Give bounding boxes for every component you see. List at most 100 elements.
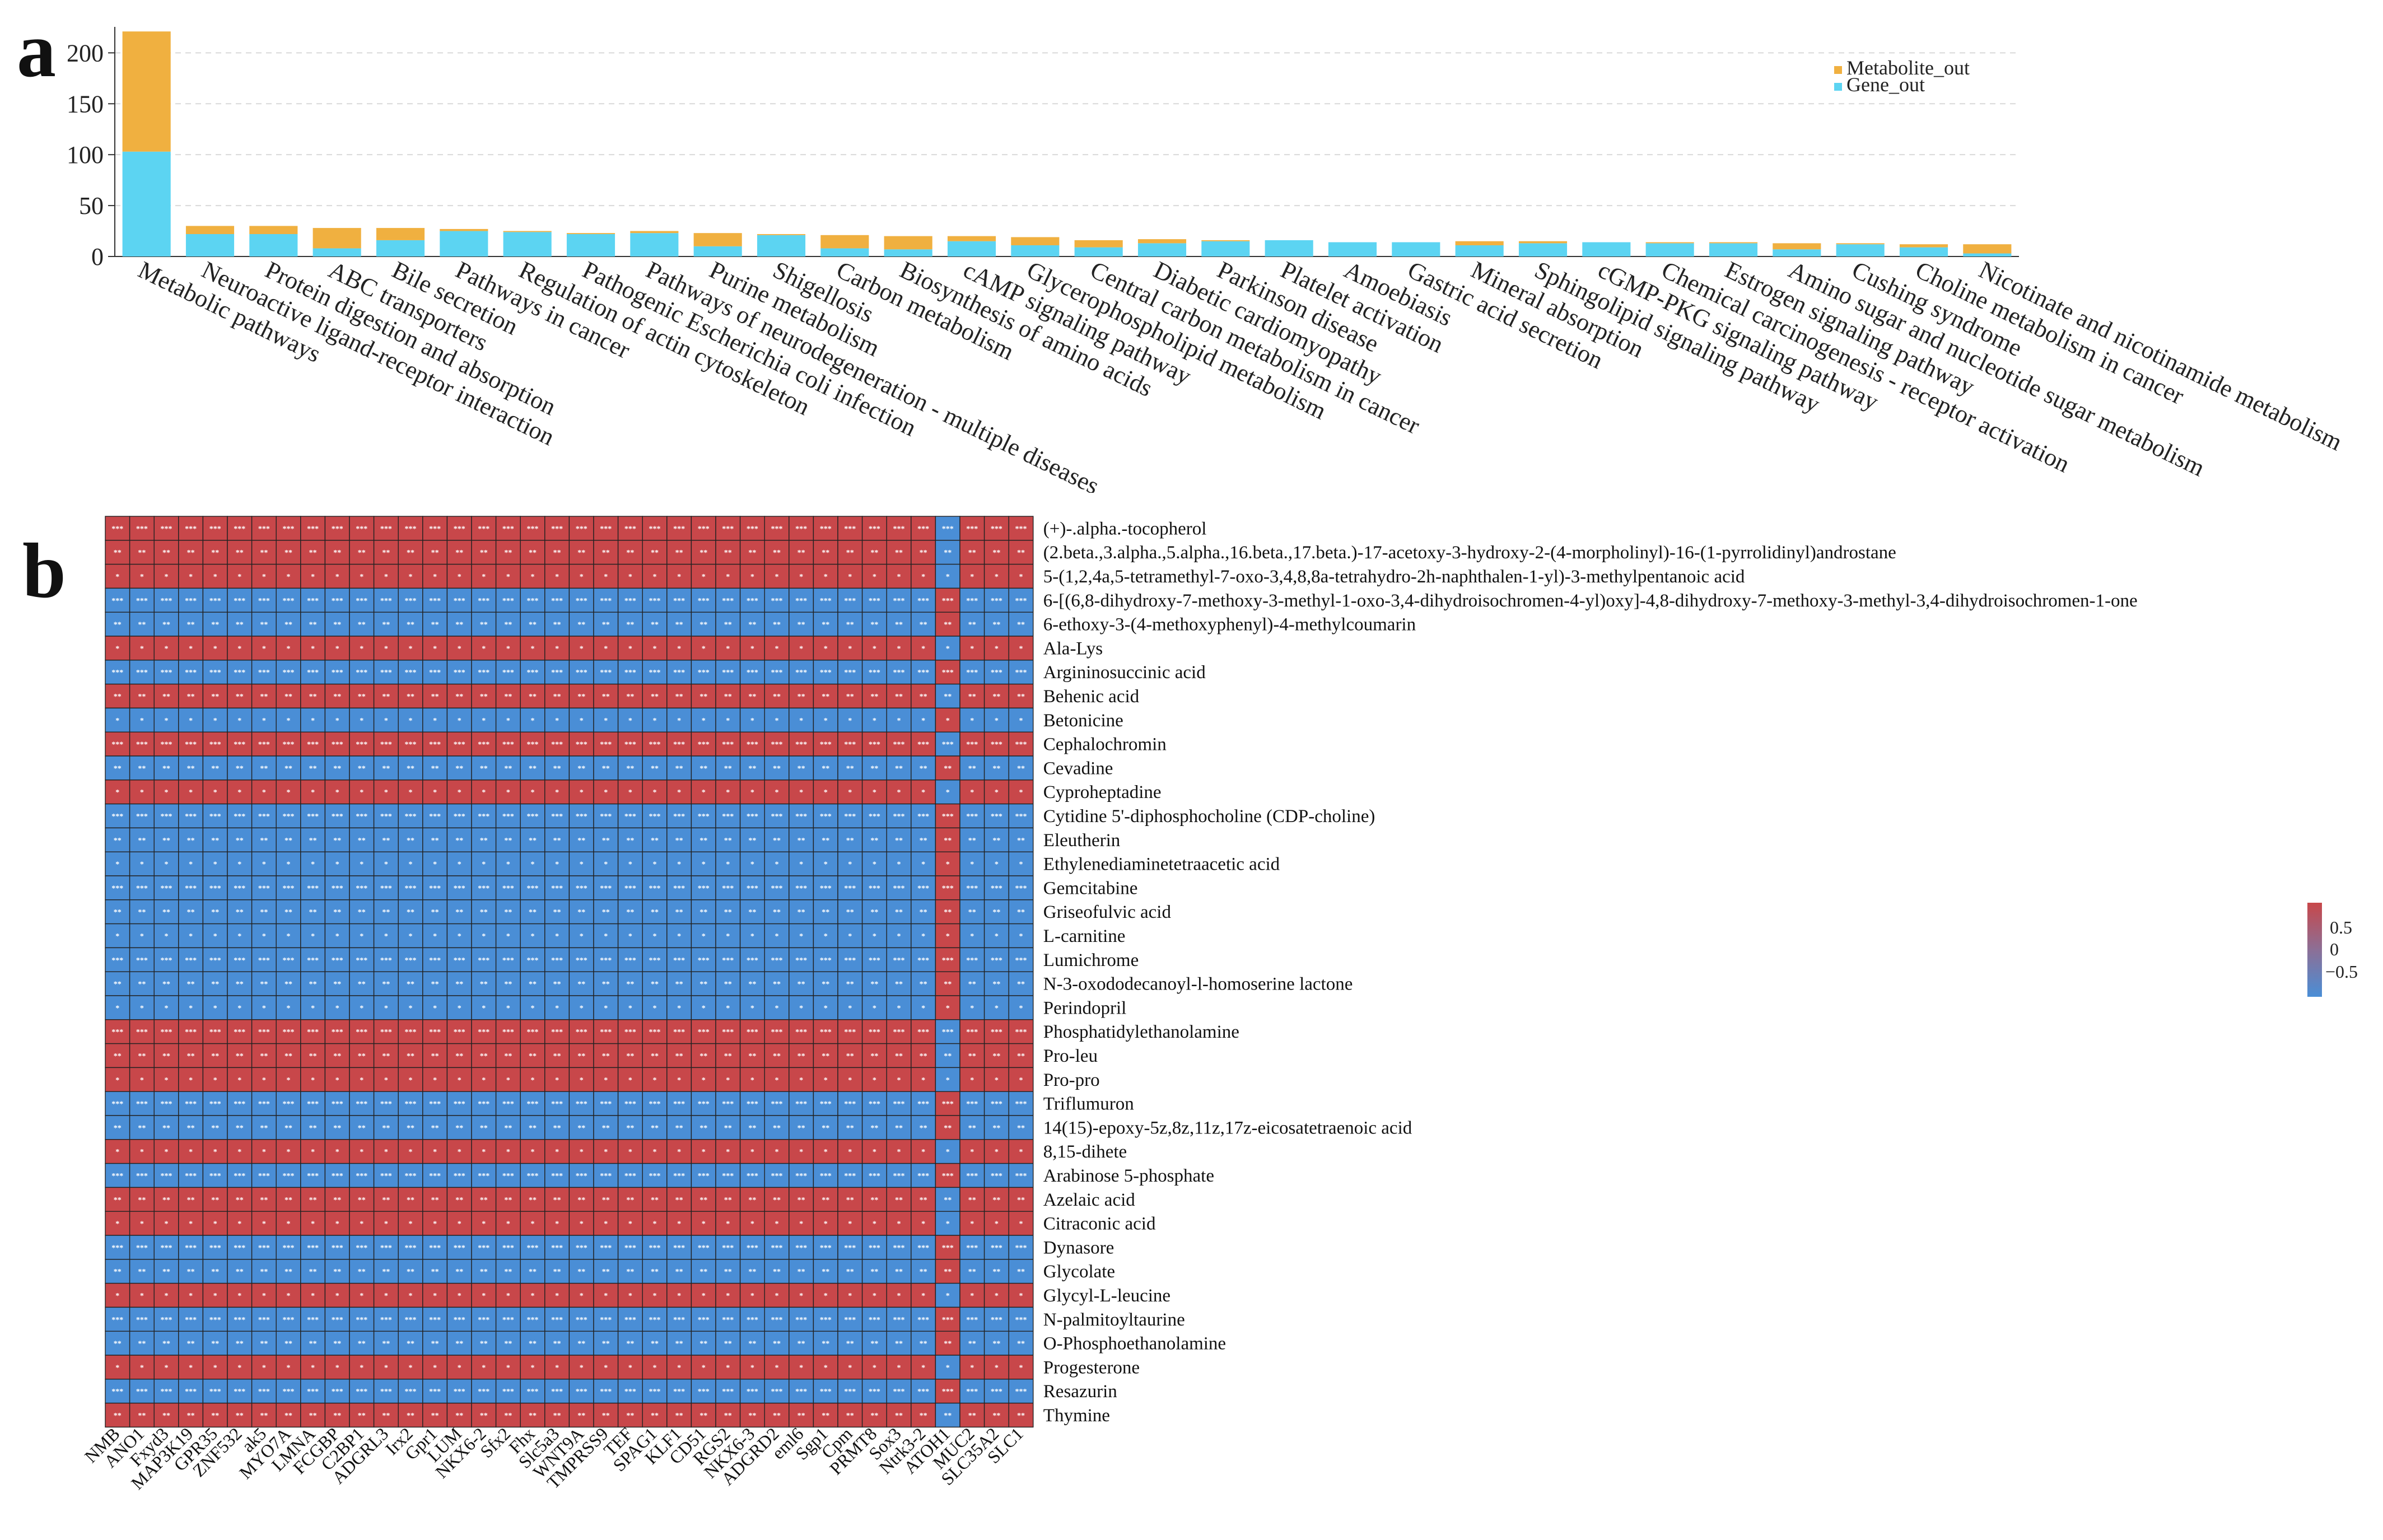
- significance-mark: ***: [380, 597, 392, 605]
- significance-mark: ***: [771, 1100, 783, 1109]
- significance-mark: **: [577, 837, 585, 845]
- significance-mark: ***: [795, 741, 807, 749]
- significance-mark: **: [968, 693, 976, 701]
- significance-mark: *: [165, 861, 169, 869]
- significance-mark: ***: [454, 525, 465, 533]
- significance-mark: ***: [771, 813, 783, 821]
- significance-mark: *: [262, 788, 266, 797]
- significance-mark: **: [211, 1124, 219, 1132]
- significance-mark: **: [822, 621, 829, 629]
- heatmap-cell: [739, 755, 765, 781]
- significance-mark: *: [384, 573, 388, 581]
- significance-mark: *: [580, 1364, 584, 1372]
- significance-mark: *: [970, 717, 974, 725]
- significance-mark: *: [506, 932, 510, 941]
- significance-mark: *: [213, 861, 217, 869]
- significance-mark: **: [162, 693, 170, 701]
- heatmap-cell: [666, 587, 692, 613]
- significance-mark: ***: [356, 884, 367, 893]
- significance-mark: **: [480, 764, 488, 773]
- row-label: O-Phosphoethanolamine: [1043, 1334, 1226, 1354]
- significance-mark: ***: [576, 741, 587, 749]
- significance-mark: ***: [942, 956, 954, 965]
- significance-mark: **: [798, 981, 805, 989]
- significance-mark: **: [138, 1052, 146, 1061]
- significance-mark: *: [604, 717, 608, 725]
- significance-mark: **: [285, 1412, 292, 1420]
- heatmap-cell: [153, 612, 179, 637]
- significance-mark: ***: [478, 1388, 489, 1396]
- significance-mark: **: [407, 1052, 414, 1061]
- significance-mark: *: [165, 1004, 169, 1012]
- significance-mark: *: [653, 1364, 657, 1372]
- significance-mark: ***: [234, 884, 245, 893]
- bar-metabolite-out: [1836, 243, 1885, 245]
- significance-mark: *: [237, 573, 241, 581]
- significance-mark: ***: [136, 1388, 148, 1396]
- significance-mark: *: [677, 645, 681, 653]
- significance-mark: **: [895, 981, 903, 989]
- significance-mark: **: [773, 1412, 781, 1420]
- significance-mark: **: [675, 1196, 683, 1205]
- significance-mark: *: [531, 1004, 535, 1012]
- significance-mark: *: [360, 645, 363, 653]
- significance-mark: ***: [234, 741, 245, 749]
- significance-mark: ***: [356, 741, 367, 749]
- significance-mark: **: [382, 1268, 390, 1276]
- significance-mark: **: [602, 1412, 610, 1420]
- significance-mark: *: [360, 1148, 363, 1156]
- significance-mark: *: [921, 1148, 925, 1156]
- significance-mark: ***: [747, 1028, 758, 1037]
- significance-mark: *: [458, 717, 461, 725]
- heatmap-cell: [715, 731, 741, 757]
- heatmap-cell: [398, 755, 423, 781]
- significance-mark: **: [236, 981, 244, 989]
- significance-mark: **: [187, 1412, 195, 1420]
- significance-mark: *: [946, 1148, 950, 1156]
- significance-mark: ***: [405, 956, 417, 965]
- significance-mark: *: [335, 1292, 339, 1300]
- significance-mark: *: [555, 861, 559, 869]
- significance-mark: *: [824, 1292, 828, 1300]
- significance-mark: ***: [795, 1316, 807, 1324]
- significance-mark: *: [775, 1076, 779, 1085]
- significance-mark: ***: [307, 1316, 319, 1324]
- significance-mark: *: [433, 645, 437, 653]
- heatmap-cell: [251, 755, 277, 781]
- heatmap-cell: [642, 683, 668, 709]
- significance-mark: **: [285, 764, 292, 773]
- significance-mark: ***: [429, 525, 441, 533]
- significance-mark: **: [992, 549, 1000, 557]
- significance-mark: *: [506, 1004, 510, 1012]
- significance-mark: **: [211, 764, 219, 773]
- significance-mark: ***: [234, 1316, 245, 1324]
- significance-mark: ***: [380, 813, 392, 821]
- significance-mark: ***: [747, 669, 758, 677]
- significance-mark: *: [237, 1076, 241, 1085]
- significance-mark: *: [213, 717, 217, 725]
- heatmap-cell: [446, 563, 472, 589]
- bar-gene-out: [1011, 245, 1060, 256]
- significance-mark: *: [970, 1148, 974, 1156]
- significance-mark: ***: [111, 525, 123, 533]
- heatmap-cell: [861, 612, 887, 637]
- significance-mark: *: [140, 717, 144, 725]
- heatmap-cell: [666, 636, 692, 661]
- significance-mark: *: [653, 1076, 657, 1085]
- significance-mark: **: [651, 764, 659, 773]
- significance-mark: *: [165, 1076, 169, 1085]
- heatmap-cell: [959, 540, 985, 565]
- significance-mark: ***: [283, 1388, 295, 1396]
- significance-mark: ***: [356, 1100, 367, 1109]
- significance-mark: *: [750, 788, 754, 797]
- significance-mark: *: [580, 861, 584, 869]
- significance-mark: **: [309, 1412, 317, 1420]
- significance-mark: *: [775, 1004, 779, 1012]
- significance-mark: **: [211, 693, 219, 701]
- significance-mark: *: [482, 1076, 486, 1085]
- significance-mark: **: [870, 549, 878, 557]
- significance-mark: *: [946, 1076, 950, 1085]
- significance-mark: **: [211, 549, 219, 557]
- significance-mark: ***: [307, 669, 319, 677]
